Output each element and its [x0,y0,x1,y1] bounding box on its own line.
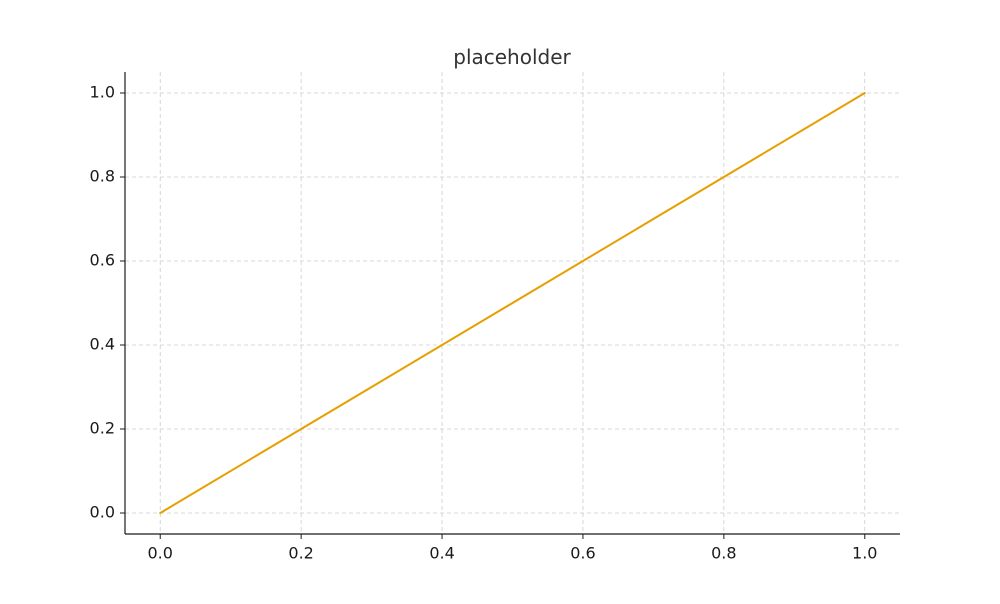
y-tick-label: 0.4 [90,335,115,354]
x-tick-label: 0.4 [429,544,454,563]
y-tick-label: 0.8 [90,167,115,186]
y-tick-label: 1.0 [90,83,115,102]
y-tick-label: 0.2 [90,419,115,438]
x-tick-label: 0.8 [711,544,736,563]
x-tick-label: 0.6 [570,544,595,563]
grid [125,72,900,534]
axes [124,72,900,535]
x-tick-label: 0.0 [148,544,173,563]
series-layer [159,92,866,514]
chart-title: placeholder [453,45,571,69]
series-line-0 [159,92,866,514]
y-tick-label: 0.0 [90,503,115,522]
x-tick-label: 1.0 [852,544,877,563]
y-tick-label: 0.6 [90,251,115,270]
ticks: 0.0 0.2 0.4 0.6 0.8 1.0 0.0 0.2 0.4 0.6 0.8 1.0 [90,83,878,563]
x-tick-label: 0.2 [288,544,313,563]
